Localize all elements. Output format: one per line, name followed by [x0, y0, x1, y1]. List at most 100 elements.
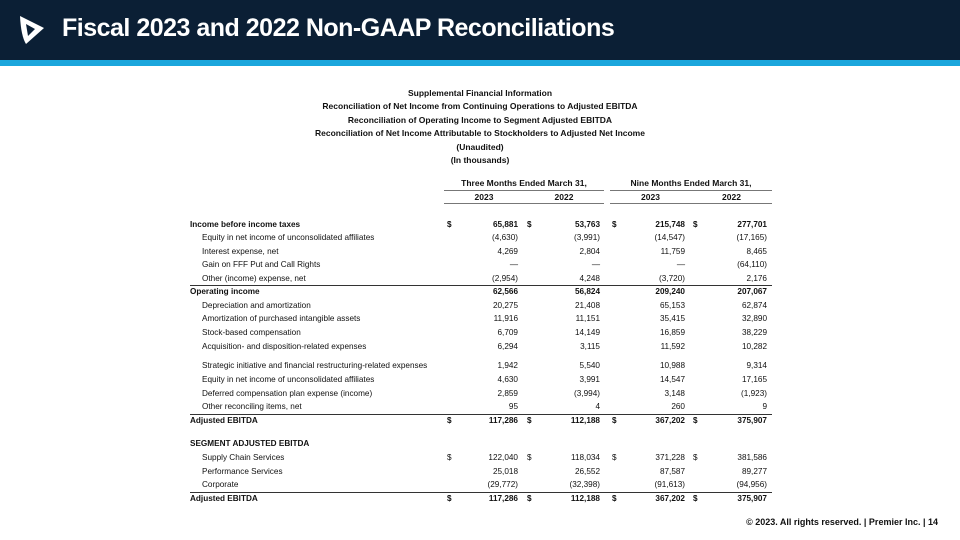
cell-value: 4,248	[579, 274, 601, 283]
table-row: Adjusted EBITDA $117,286 $112,188 $367,202 $…	[190, 414, 772, 427]
header-bar: Fiscal 2023 and 2022 Non-GAAP Reconcilia…	[0, 0, 960, 60]
cell-value: (94,956)	[736, 480, 768, 489]
cell-value: 2,176	[746, 274, 768, 283]
cell-value: (17,165)	[736, 233, 768, 242]
cell-value: 65,153	[659, 301, 685, 310]
row-label: Income before income taxes	[190, 220, 301, 229]
table-row: Amortization of purchased intangible ass…	[190, 312, 770, 325]
cell-value: 14,149	[574, 328, 600, 337]
table-row: Acquisition- and disposition-related exp…	[190, 340, 770, 353]
dollar-sign: $	[527, 453, 532, 462]
table-row: Other (income) expense, net (2,954) 4,248 (…	[190, 272, 770, 285]
cell-value: 5,540	[579, 361, 601, 370]
table-row: Corporate (29,772) (32,398) (91,613) (94,956…	[190, 478, 770, 491]
cell-value: 10,988	[659, 361, 685, 370]
dollar-sign: $	[447, 494, 452, 503]
table-row: Deferred compensation plan expense (inco…	[190, 387, 770, 400]
cell-value: (32,398)	[569, 480, 601, 489]
cell-value: 209,240	[655, 287, 685, 296]
cell-value: 11,592	[660, 342, 685, 351]
table-row: Equity in net income of unconsolidated a…	[190, 373, 770, 386]
cell-value: (3,991)	[574, 233, 600, 242]
cell-value: 6,294	[497, 342, 519, 351]
divider	[610, 190, 772, 191]
divider	[444, 203, 604, 204]
row-label: Equity in net income of unconsolidated a…	[202, 375, 375, 384]
table-row: Performance Services 25,018 26,552 87,587 89…	[190, 465, 770, 478]
cell-value: 3,148	[664, 389, 686, 398]
cell-value: 4	[595, 402, 600, 411]
subtitle: (Unaudited)	[456, 142, 504, 152]
dollar-sign: $	[693, 453, 698, 462]
dollar-sign: $	[612, 494, 617, 503]
cell-value: (4,630)	[492, 233, 518, 242]
cell-value: 56,824	[574, 287, 600, 296]
cell-value: 3,991	[579, 375, 601, 384]
cell-value: (14,547)	[654, 233, 686, 242]
row-rule	[190, 492, 772, 493]
cell-value: (1,923)	[741, 389, 767, 398]
cell-value: 35,415	[659, 314, 685, 323]
header-nine-months: Nine Months Ended March 31,	[630, 178, 752, 188]
dollar-sign: $	[612, 416, 617, 425]
divider	[610, 203, 772, 204]
cell-value: —	[676, 260, 685, 269]
row-label: Amortization of purchased intangible ass…	[202, 314, 361, 323]
row-label: Operating income	[190, 287, 260, 296]
dollar-sign: $	[527, 494, 532, 503]
cell-value: 38,229	[741, 328, 767, 337]
cell-value: 215,748	[655, 220, 685, 229]
row-label: Corporate	[202, 480, 239, 489]
row-label: Other (income) expense, net	[202, 274, 306, 283]
dollar-sign: $	[527, 220, 532, 229]
dollar-sign: $	[447, 453, 452, 462]
table-row: Stock-based compensation 6,709 14,149 16,85…	[190, 326, 770, 339]
subtitle: Supplemental Financial Information	[407, 88, 553, 98]
row-label: Stock-based compensation	[202, 328, 301, 337]
cell-value: 53,763	[574, 220, 600, 229]
cell-value: 3,115	[580, 342, 600, 351]
page-title: Fiscal 2023 and 2022 Non-GAAP Reconcilia…	[62, 14, 615, 42]
cell-value: 21,408	[574, 301, 600, 310]
cell-value: 9	[762, 402, 767, 411]
row-label: Strategic initiative and financial restr…	[202, 361, 428, 370]
cell-value: 112,188	[570, 416, 600, 425]
cell-value: 65,881	[492, 220, 518, 229]
cell-value: (2,954)	[492, 274, 518, 283]
cell-value: 117,286	[488, 494, 518, 503]
cell-value: 26,552	[574, 467, 600, 476]
table-row: Interest expense, net 4,269 2,804 11,759 8,4…	[190, 245, 770, 258]
cell-value: 9,314	[746, 361, 768, 370]
dollar-sign: $	[693, 494, 698, 503]
cell-value: 87,587	[659, 467, 685, 476]
cell-value: 89,277	[741, 467, 767, 476]
cell-value: (64,110)	[737, 260, 767, 269]
dollar-sign: $	[612, 220, 617, 229]
row-label: Adjusted EBITDA	[190, 494, 258, 503]
year-header: 2023	[641, 192, 660, 202]
dollar-sign: $	[527, 416, 532, 425]
cell-value: 10,282	[741, 342, 767, 351]
cell-value: 277,701	[737, 220, 767, 229]
cell-value: 375,907	[737, 494, 767, 503]
table-row: Depreciation and amortization 20,275 21,40…	[190, 299, 770, 312]
footer: © 2023. All rights reserved. | Premier I…	[746, 517, 938, 527]
subtitle: Reconciliation of Operating Income to Se…	[347, 115, 613, 125]
table-row: SEGMENT ADJUSTED EBITDA	[190, 437, 770, 450]
row-label: Other reconciling items, net	[202, 402, 302, 411]
cell-value: 117,286	[488, 416, 518, 425]
cell-value: 367,202	[655, 416, 685, 425]
cell-value: 4,630	[497, 375, 519, 384]
table-row: Equity in net income of unconsolidated a…	[190, 231, 770, 244]
accent-stripe	[0, 60, 960, 66]
row-rule	[190, 285, 772, 286]
cell-value: 260	[671, 402, 685, 411]
cell-value: 381,586	[737, 453, 767, 462]
dollar-sign: $	[447, 220, 452, 229]
cell-value: 207,067	[737, 287, 767, 296]
cell-value: 371,228	[655, 453, 685, 462]
cell-value: (3,994)	[574, 389, 600, 398]
table-row: Supply Chain Services $122,040 $118,034 $37…	[190, 451, 770, 464]
cell-value: 62,566	[492, 287, 518, 296]
cell-value: 11,151	[575, 314, 600, 323]
